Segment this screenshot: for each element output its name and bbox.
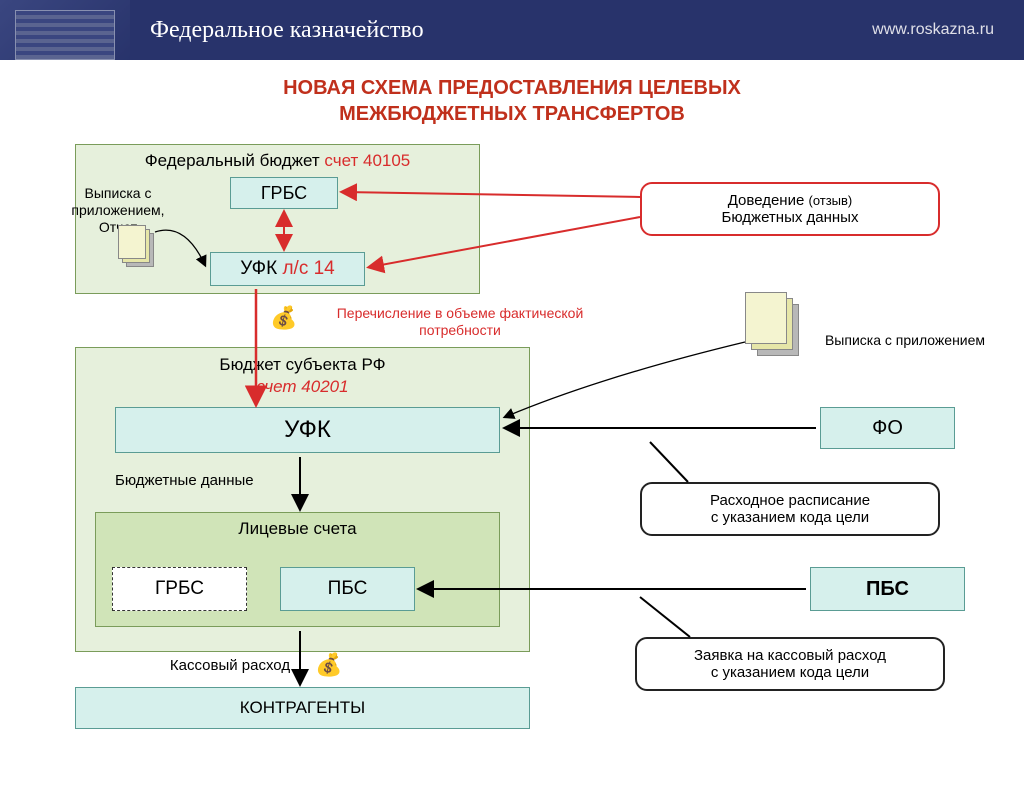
header-bar: Федеральное казначейство www.roskazna.ru [0,0,1024,60]
fed-ufk-box: УФК л/с 14 [210,252,365,286]
slide-title: НОВАЯ СХЕМА ПРЕДОСТАВЛЕНИЯ ЦЕЛЕВЫХ МЕЖБЮ… [0,60,1024,137]
fed-grbs-box: ГРБС [230,177,338,209]
org-url: www.roskazna.ru [872,21,1024,39]
callout-zayavka: Заявка на кассовый расход с указанием ко… [635,637,945,691]
cash-expense-label: Кассовый расход [155,657,305,675]
contractors-box: КОНТРАГЕНТЫ [75,687,530,729]
callout-raskhod: Расходное расписание с указанием кода це… [640,482,940,536]
extract-label-right: Выписка с приложением [815,332,995,349]
money-bag-icon-2: 💰 [315,652,342,678]
fed-title: Федеральный бюджет счет 40105 [76,151,479,171]
subj-title: Бюджет субъекта РФ счет 40201 [76,354,529,398]
pbs-right-box: ПБС [810,567,965,611]
subj-ufk-box: УФК [115,407,500,453]
transfer-label: Перечисление в объеме фактической потреб… [300,305,620,339]
accounts-grbs-box: ГРБС [112,567,247,611]
diagram-canvas: Федеральный бюджет счет 40105 Выписка с … [0,137,1024,797]
logo-building [0,0,130,60]
accounts-pbs-box: ПБС [280,567,415,611]
accounts-title: Лицевые счета [96,519,499,539]
budget-data-label: Бюджетные данные [115,472,285,490]
slide-title-line1: НОВАЯ СХЕМА ПРЕДОСТАВЛЕНИЯ ЦЕЛЕВЫХ [283,77,741,99]
org-title: Федеральное казначейство [130,17,872,44]
fo-box: ФО [820,407,955,449]
slide-title-line2: МЕЖБЮДЖЕТНЫХ ТРАНСФЕРТОВ [339,103,685,125]
callout-dovedenie: Доведение (отзыв) Бюджетных данных [640,182,940,236]
money-bag-icon-1: 💰 [270,305,297,331]
